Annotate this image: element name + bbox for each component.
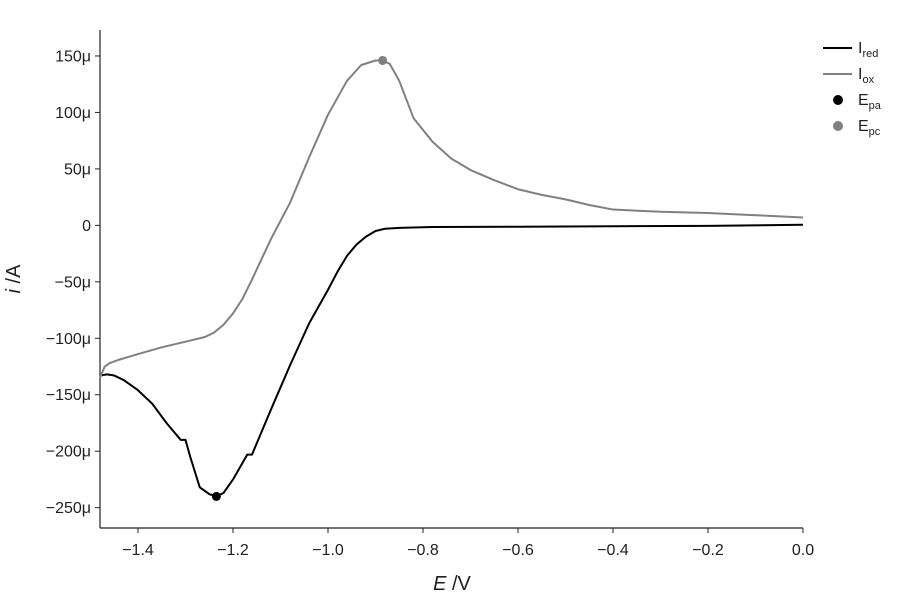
x-tick-label: −0.8 [407,542,439,559]
legend-swatch-e-pc [833,121,843,131]
y-tick-label: 0 [82,218,91,235]
legend-label-main: I [858,66,862,83]
legend-label-main: E [858,92,869,109]
legend-swatch-e-pa [833,95,843,105]
legend-label-i-red: Ired [858,40,878,60]
y-tick-label: −100μ [46,331,91,348]
y-axis-label: i /A [3,264,25,294]
marker-e-pa [211,491,221,501]
x-axis-label-unit: /V [446,573,471,595]
legend-label-sub: pa [869,100,882,112]
legend-label-sub: ox [862,74,874,86]
series-layer [99,55,804,501]
x-axis-label-var: E [433,573,447,595]
x-tick-label: 0.0 [792,542,814,559]
legend-label-main: I [858,40,862,57]
x-ticks: −1.4 −1.2 −1.0 −0.8 −0.6 −0.4 −0.2 0.0 [122,528,814,559]
x-tick-label: −0.6 [502,542,534,559]
y-tick-label: −150μ [46,387,91,404]
y-tick-label: 100μ [55,105,91,122]
legend-label-main: E [858,118,869,135]
x-axis-label: E /V [433,573,471,595]
x-tick-label: −1.0 [312,542,344,559]
marker-e-pc [378,55,388,65]
y-tick-label: −50μ [55,274,91,291]
legend-label-sub: pc [869,126,881,138]
series-line-i-red [99,223,804,498]
y-ticks: 150μ 100μ 50μ 0 −50μ −100μ −150μ −200μ −250μ [46,48,100,517]
x-tick-label: −1.4 [122,542,154,559]
y-axis-label-unit: /A [3,264,25,289]
legend-label-e-pa: Epa [858,92,882,112]
y-tick-label: −200μ [46,444,91,461]
y-tick-label: 50μ [64,161,91,178]
y-axis-label-var: i [3,288,25,293]
x-tick-label: −0.4 [597,542,629,559]
legend-label-e-pc: Epc [858,118,881,138]
y-tick-label: 150μ [55,48,91,65]
axes [99,30,803,529]
x-tick-label: −1.2 [217,542,249,559]
x-tick-label: −0.2 [692,542,724,559]
y-tick-label: −250μ [46,500,91,517]
legend-label-sub: red [862,48,878,60]
legend-label-i-ox: Iox [858,66,875,86]
series-line-i-ox [99,59,804,379]
